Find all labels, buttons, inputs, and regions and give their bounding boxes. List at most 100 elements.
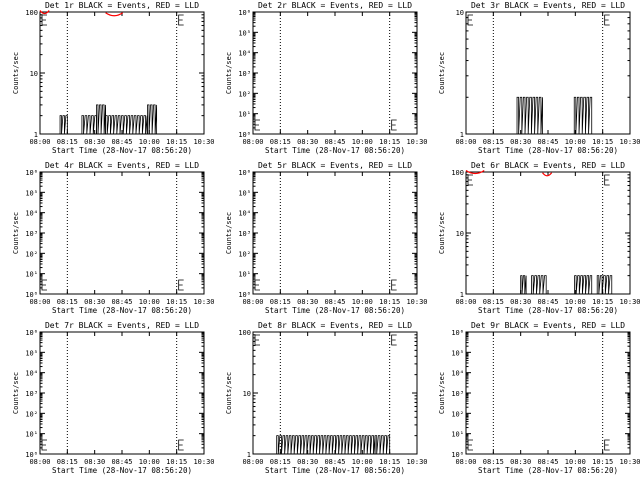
x-tick-label: 08:15 bbox=[483, 298, 504, 306]
events-series-segment bbox=[573, 96, 593, 135]
bracket-marker bbox=[41, 279, 47, 291]
x-tick-label: 08:15 bbox=[483, 138, 504, 146]
x-axis-label: Start Time (28-Nov-17 08:56:20) bbox=[265, 146, 405, 155]
y-tick-label: 10⁴ bbox=[25, 210, 38, 218]
x-tick-label: 08:00 bbox=[455, 138, 476, 146]
x-tick-label: 10:15 bbox=[166, 298, 187, 306]
x-tick-label: 08:45 bbox=[537, 298, 558, 306]
panel-title: Det 5r BLACK = Events, RED = LLD bbox=[258, 161, 412, 170]
y-tick-label: 10¹ bbox=[25, 271, 38, 279]
x-tick-label: 10:00 bbox=[352, 458, 373, 466]
y-tick-label: 10 bbox=[30, 70, 38, 78]
bracket-marker bbox=[391, 279, 397, 291]
y-tick-label: 10⁰ bbox=[25, 451, 38, 459]
y-tick-label: 10⁶ bbox=[25, 329, 38, 337]
x-tick-label: 08:00 bbox=[29, 458, 50, 466]
y-axis-label: Counts/sec bbox=[225, 212, 233, 254]
y-tick-label: 10³ bbox=[25, 230, 38, 238]
y-tick-label: 1 bbox=[460, 291, 464, 299]
events-series-segment bbox=[96, 104, 106, 135]
detector-panel-7: Det 7r BLACK = Events, RED = LLD 10⁰ 10¹ 10… bbox=[12, 321, 215, 475]
x-axis-label: Start Time (28-Nov-17 08:56:20) bbox=[265, 306, 405, 315]
x-tick-label: 10:15 bbox=[592, 298, 613, 306]
events-series-segment bbox=[574, 275, 593, 295]
bracket-marker bbox=[604, 439, 610, 451]
events-series-segment bbox=[374, 435, 391, 455]
y-tick-label: 10 bbox=[243, 390, 251, 398]
x-tick-label: 08:00 bbox=[242, 138, 263, 146]
events-series-segment bbox=[276, 435, 376, 455]
y-tick-label: 10⁵ bbox=[238, 29, 251, 37]
y-tick-label: 10³ bbox=[238, 230, 251, 238]
bracket-marker bbox=[391, 119, 397, 131]
x-tick-label: 08:30 bbox=[84, 138, 105, 146]
x-tick-label: 10:15 bbox=[379, 138, 400, 146]
x-tick-label: 08:45 bbox=[111, 458, 132, 466]
y-tick-label: 100 bbox=[25, 9, 38, 17]
x-tick-label: 10:30 bbox=[619, 458, 640, 466]
bracket-marker bbox=[391, 334, 397, 346]
y-tick-label: 10⁴ bbox=[238, 50, 251, 58]
detector-panel-3: Det 3r BLACK = Events, RED = LLD 1 10 08:00… bbox=[438, 1, 640, 155]
events-series-segment bbox=[596, 275, 613, 295]
bracket-marker bbox=[178, 279, 184, 291]
y-tick-label: 10⁵ bbox=[25, 349, 38, 357]
x-tick-label: 10:30 bbox=[406, 138, 427, 146]
y-axis-label: Counts/sec bbox=[225, 372, 233, 414]
y-tick-label: 100 bbox=[238, 329, 251, 337]
events-series-segment bbox=[531, 275, 547, 295]
x-tick-label: 10:00 bbox=[352, 298, 373, 306]
detector-panel-8: Det 8r BLACK = Events, RED = LLD 1 10 100 08… bbox=[225, 321, 428, 475]
bracket-marker bbox=[254, 119, 260, 131]
x-axis-label: Start Time (28-Nov-17 08:56:20) bbox=[52, 146, 192, 155]
x-tick-label: 08:15 bbox=[483, 458, 504, 466]
x-tick-label: 08:15 bbox=[57, 298, 78, 306]
x-tick-label: 08:30 bbox=[510, 138, 531, 146]
events-series-segment bbox=[147, 104, 158, 135]
panel-title: Det 9r BLACK = Events, RED = LLD bbox=[471, 321, 625, 330]
x-tick-label: 10:30 bbox=[406, 458, 427, 466]
lld-series-segment bbox=[39, 10, 50, 15]
y-tick-label: 10¹ bbox=[238, 271, 251, 279]
lld-series-segment bbox=[105, 12, 124, 17]
detector-panel-5: Det 5r BLACK = Events, RED = LLD 10⁰ 10¹ 10… bbox=[225, 161, 428, 315]
plot-frame bbox=[252, 171, 418, 295]
bracket-marker bbox=[467, 14, 473, 26]
panel-title: Det 6r BLACK = Events, RED = LLD bbox=[471, 161, 625, 170]
x-tick-label: 10:30 bbox=[406, 298, 427, 306]
y-tick-label: 10² bbox=[25, 250, 38, 258]
x-axis-label: Start Time (28-Nov-17 08:56:20) bbox=[265, 466, 405, 475]
x-axis-label: Start Time (28-Nov-17 08:56:20) bbox=[478, 466, 618, 475]
x-tick-label: 10:30 bbox=[619, 298, 640, 306]
x-tick-label: 08:45 bbox=[111, 138, 132, 146]
x-tick-label: 08:45 bbox=[537, 138, 558, 146]
panel-title: Det 2r BLACK = Events, RED = LLD bbox=[258, 1, 412, 10]
y-tick-label: 1 bbox=[34, 131, 38, 139]
x-tick-label: 08:45 bbox=[537, 458, 558, 466]
bracket-marker bbox=[41, 439, 47, 451]
x-tick-label: 10:00 bbox=[565, 298, 586, 306]
detector-panel-6: Det 6r BLACK = Events, RED = LLD 1 10 100 08… bbox=[438, 161, 640, 315]
bracket-marker bbox=[254, 334, 260, 346]
bracket-marker bbox=[604, 14, 610, 26]
y-tick-label: 10¹ bbox=[238, 111, 251, 119]
x-tick-label: 08:15 bbox=[270, 138, 291, 146]
x-axis-label: Start Time (28-Nov-17 08:56:20) bbox=[52, 306, 192, 315]
x-tick-label: 10:15 bbox=[379, 458, 400, 466]
y-tick-label: 10⁴ bbox=[451, 370, 464, 378]
x-tick-label: 10:30 bbox=[193, 298, 214, 306]
y-tick-label: 10 bbox=[456, 230, 464, 238]
x-tick-label: 10:15 bbox=[592, 458, 613, 466]
detector-panel-9: Det 9r BLACK = Events, RED = LLD 10⁰ 10¹ 10… bbox=[438, 321, 640, 475]
x-tick-label: 10:30 bbox=[193, 458, 214, 466]
y-tick-label: 10⁴ bbox=[238, 210, 251, 218]
lld-series-segment bbox=[465, 170, 485, 175]
x-tick-label: 10:00 bbox=[565, 138, 586, 146]
bracket-marker bbox=[604, 174, 610, 186]
x-tick-label: 10:15 bbox=[379, 298, 400, 306]
y-tick-label: 10⁵ bbox=[451, 349, 464, 357]
plot-frame bbox=[252, 11, 418, 135]
x-tick-label: 08:00 bbox=[242, 298, 263, 306]
plot-frame bbox=[39, 171, 205, 295]
